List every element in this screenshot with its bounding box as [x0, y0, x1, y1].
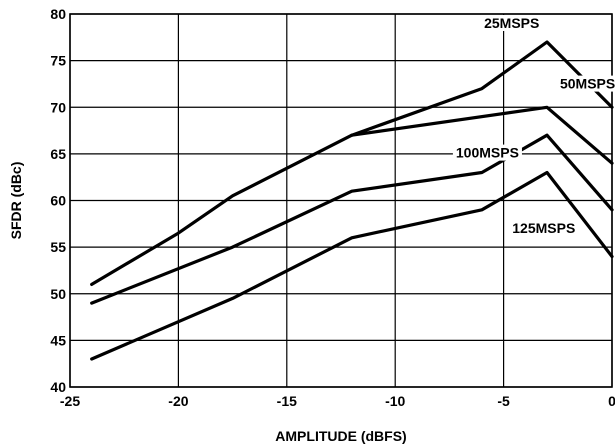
series-label-50msps: 50MSPS [560, 76, 615, 92]
y-tick-label: 75 [50, 53, 66, 69]
y-tick-labels: 40 45 50 55 60 65 70 75 80 [50, 6, 66, 395]
series-label-bg-50msps [556, 75, 615, 92]
x-tick-label: -20 [168, 393, 188, 409]
x-tick-label: -10 [385, 393, 405, 409]
series-line-100msps [90, 133, 614, 305]
y-axis-title: SFDR (dBc) [8, 162, 24, 240]
x-tick-label: -25 [60, 393, 80, 409]
series-lines [90, 40, 614, 361]
y-tick-label: 45 [50, 332, 66, 348]
series-label-bg-100msps [452, 144, 522, 161]
x-tick-label: 0 [608, 393, 615, 409]
series-line-125msps [90, 170, 614, 361]
series-line-50msps [350, 105, 614, 165]
y-tick-label: 70 [50, 99, 66, 115]
series-label-125msps: 125MSPS [512, 220, 575, 236]
grid [69, 13, 613, 388]
series-line-25msps [90, 40, 614, 286]
series-label-bg-125msps [509, 220, 579, 237]
y-tick-label: 65 [50, 146, 66, 162]
series-labels: 25MSPS 50MSPS 100MSPS 125MSPS [452, 14, 615, 237]
plot-frame [69, 13, 613, 388]
x-axis-title: AMPLITUDE (dBFS) [275, 428, 406, 444]
x-tick-label: -15 [277, 393, 297, 409]
y-tick-label: 55 [50, 239, 66, 255]
y-tick-label: 60 [50, 193, 66, 209]
series-label-100msps: 100MSPS [456, 145, 519, 161]
series-label-bg-25msps [481, 14, 543, 31]
series-label-25msps: 25MSPS [484, 15, 539, 31]
x-tick-labels: -25 -20 -15 -10 -5 0 [60, 393, 615, 409]
x-tick-label: -5 [497, 393, 510, 409]
y-tick-label: 40 [50, 379, 66, 395]
y-tick-label: 80 [50, 6, 66, 22]
y-tick-label: 50 [50, 286, 66, 302]
